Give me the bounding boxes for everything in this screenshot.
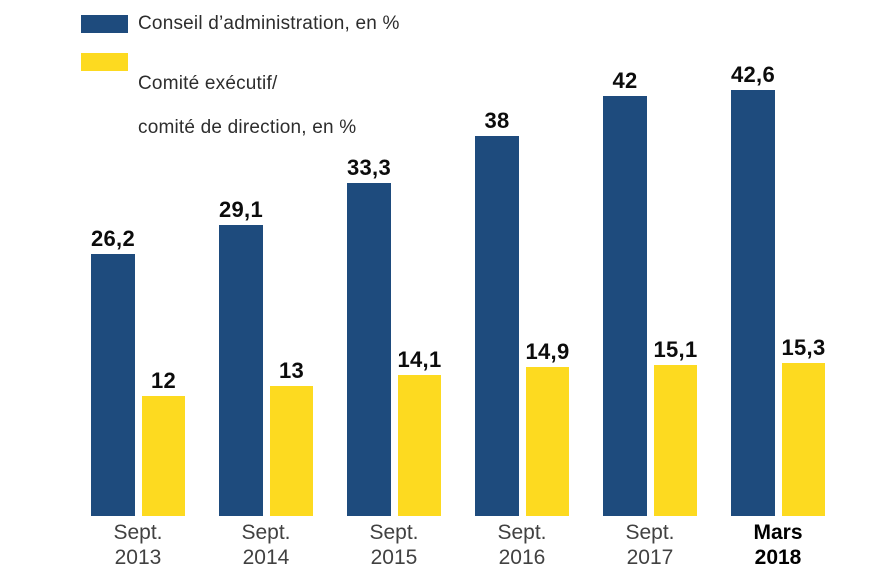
bar-comite-sept-2017 (654, 365, 697, 516)
x-axis-label-sept-2016: Sept. 2016 (497, 521, 547, 569)
bar-conseil-mars-2018 (731, 90, 775, 516)
legend: Conseil d’administration, en % Comité ex… (81, 13, 400, 155)
bar-value-label-comite-sept-2014: 13 (278, 358, 305, 383)
bar-value-label-conseil-mars-2018: 42,6 (730, 62, 776, 87)
bar-value-label-conseil-sept-2016: 38 (484, 108, 510, 133)
bar-comite-sept-2014 (270, 386, 313, 516)
x-axis-label-sept-2017: Sept. 2017 (625, 521, 675, 569)
bar-conseil-sept-2015 (347, 183, 391, 516)
bar-value-label-comite-sept-2015: 14,1 (397, 347, 442, 372)
legend-label-comite-line2: comité de direction, en % (138, 117, 357, 138)
bar-value-label-conseil-sept-2015: 33,3 (346, 155, 392, 180)
legend-label-comite-line1: Comité exécutif/ (138, 73, 278, 94)
bar-comite-sept-2015 (398, 375, 441, 516)
bar-value-label-comite-sept-2016: 14,9 (525, 339, 570, 364)
bar-value-label-conseil-sept-2017: 42 (612, 68, 638, 93)
bar-conseil-sept-2014 (219, 225, 263, 516)
bar-value-label-comite-sept-2013: 12 (150, 368, 177, 393)
bar-value-label-conseil-sept-2014: 29,1 (218, 197, 264, 222)
x-axis-label-mars-2018: Mars 2018 (753, 521, 803, 569)
legend-label-conseil: Conseil d’administration, en % (138, 13, 400, 34)
yellow-swatch (81, 53, 128, 71)
bar-conseil-sept-2016 (475, 136, 519, 516)
bar-comite-sept-2013 (142, 396, 185, 516)
bar-conseil-sept-2013 (91, 254, 135, 516)
bar-comite-mars-2018 (782, 363, 825, 516)
x-axis-label-sept-2015: Sept. 2015 (369, 521, 419, 569)
bar-conseil-sept-2017 (603, 96, 647, 516)
bar-value-label-conseil-sept-2013: 26,2 (90, 226, 136, 251)
legend-item-conseil: Conseil d’administration, en % (81, 13, 400, 35)
legend-item-comite: Comité exécutif/ comité de direction, en… (81, 51, 400, 139)
bar-value-label-comite-sept-2017: 15,1 (653, 337, 698, 362)
bar-value-label-comite-mars-2018: 15,3 (781, 335, 826, 360)
legend-label-comite: Comité exécutif/ comité de direction, en… (138, 51, 356, 139)
x-axis-label-sept-2014: Sept. 2014 (241, 521, 291, 569)
blue-swatch (81, 15, 128, 33)
bar-comite-sept-2016 (526, 367, 569, 516)
x-axis-label-sept-2013: Sept. 2013 (113, 521, 163, 569)
